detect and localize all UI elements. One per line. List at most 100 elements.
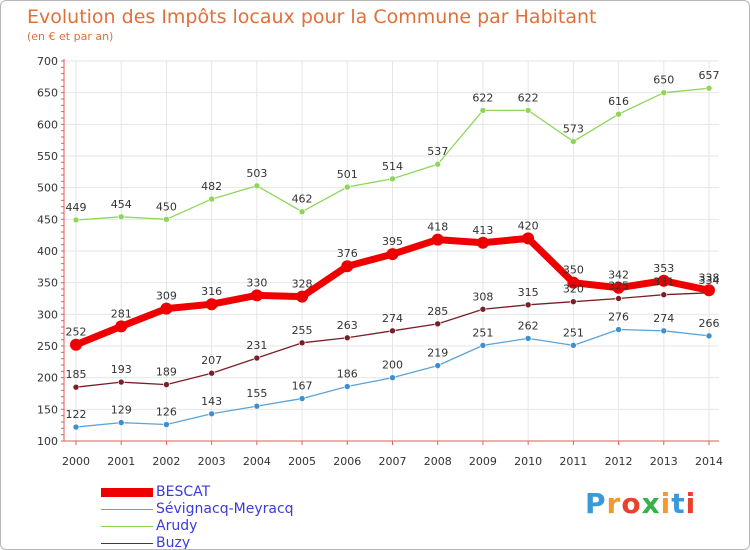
y-tick-label: 350	[37, 277, 58, 290]
series-lines	[70, 84, 715, 431]
data-point-bescat	[115, 320, 128, 333]
x-tick-label: 2005	[288, 455, 316, 468]
data-point-buzy	[343, 334, 351, 342]
x-tick-label: 2008	[424, 455, 452, 468]
data-label-s-vignacq-meyracq: 129	[111, 404, 132, 417]
data-label-arudy: 650	[653, 74, 674, 87]
x-tick-label: 2012	[605, 455, 633, 468]
x-tick-label: 2003	[198, 455, 226, 468]
x-tick-label: 2004	[243, 455, 271, 468]
data-label-arudy: 450	[156, 200, 177, 213]
data-point-buzy	[163, 381, 170, 388]
data-point-arudy	[163, 216, 170, 223]
data-label-arudy: 622	[472, 91, 493, 104]
data-point-arudy	[298, 208, 306, 216]
data-label-arudy: 501	[337, 168, 358, 181]
data-label-bescat: 420	[518, 219, 539, 232]
legend-swatch	[101, 509, 153, 510]
data-point-arudy	[72, 216, 80, 224]
grid-lines	[64, 60, 719, 442]
x-tick-label: 2000	[62, 455, 90, 468]
y-tick-label: 200	[37, 372, 58, 385]
data-label-bescat: 376	[337, 247, 358, 260]
data-point-s-vignacq-meyracq	[389, 374, 396, 381]
data-label-buzy: 189	[156, 366, 177, 379]
data-label-s-vignacq-meyracq: 266	[699, 317, 720, 330]
logo-letter: i	[660, 487, 672, 520]
data-label-buzy: 255	[292, 324, 313, 337]
data-point-s-vignacq-meyracq	[570, 342, 577, 349]
data-point-bescat	[386, 248, 399, 261]
data-point-arudy	[208, 195, 215, 203]
data-label-arudy: 462	[292, 193, 313, 206]
y-tick-label: 100	[37, 435, 58, 448]
y-tick-label: 150	[37, 403, 58, 416]
logo-letter: t	[671, 487, 686, 520]
x-tick-label: 2010	[514, 455, 542, 468]
data-label-bescat: 338	[699, 271, 720, 284]
data-point-bescat	[160, 302, 173, 315]
data-label-s-vignacq-meyracq: 186	[337, 368, 358, 381]
x-tick-label: 2013	[650, 455, 678, 468]
legend-label: Sévignacq-Meyracq	[156, 501, 294, 517]
data-label-buzy: 285	[427, 305, 448, 318]
data-point-buzy	[389, 327, 396, 335]
legend-label: Buzy	[156, 535, 191, 550]
data-point-bescat	[205, 298, 218, 311]
data-point-bescat	[657, 274, 670, 287]
x-tick-label: 2006	[333, 455, 361, 468]
data-point-buzy	[72, 383, 80, 391]
data-point-s-vignacq-meyracq	[524, 335, 532, 342]
y-tick-label: 250	[37, 340, 58, 353]
chart-subtitle: (en € et par an)	[27, 30, 114, 43]
data-point-buzy	[570, 298, 577, 305]
data-label-arudy: 657	[699, 69, 720, 82]
data-label-arudy: 514	[382, 160, 403, 173]
y-tick-label: 500	[37, 182, 58, 195]
data-point-s-vignacq-meyracq	[479, 342, 487, 349]
logo-letter: i	[685, 487, 697, 520]
data-label-buzy: 274	[382, 312, 403, 325]
data-point-arudy	[117, 213, 125, 221]
data-point-arudy	[253, 182, 261, 190]
data-point-buzy	[117, 378, 125, 386]
data-label-s-vignacq-meyracq: 219	[427, 347, 448, 360]
data-label-arudy: 573	[563, 122, 584, 135]
axes: 100 150 200 250 300 350 400 450 500 550 600 650 700 2…	[37, 55, 723, 468]
data-point-arudy	[524, 107, 532, 114]
data-label-s-vignacq-meyracq: 276	[608, 311, 629, 324]
legend-label: BESCAT	[156, 484, 211, 500]
data-label-bescat: 281	[111, 307, 132, 320]
y-tick-label: 450	[37, 213, 58, 226]
data-point-s-vignacq-meyracq	[660, 327, 668, 335]
data-label-arudy: 616	[608, 95, 629, 108]
data-point-bescat	[567, 276, 580, 289]
data-point-bescat	[70, 338, 82, 351]
data-point-s-vignacq-meyracq	[208, 410, 215, 418]
legend-swatch	[101, 526, 153, 527]
data-label-arudy: 482	[201, 180, 222, 193]
x-tick-label: 2011	[559, 455, 587, 468]
y-tick-label: 600	[37, 118, 58, 131]
logo-letter: x	[641, 487, 661, 520]
data-point-bescat	[612, 281, 625, 294]
data-point-s-vignacq-meyracq	[253, 402, 261, 410]
y-tick-label: 550	[37, 150, 58, 163]
data-point-arudy	[705, 84, 713, 92]
data-label-buzy: 325	[608, 280, 629, 293]
data-point-buzy	[208, 369, 215, 377]
data-point-bescat	[296, 290, 309, 303]
data-point-buzy	[253, 354, 261, 362]
data-label-bescat: 330	[246, 276, 267, 289]
legend-label: Arudy	[156, 518, 198, 534]
data-label-bescat: 395	[382, 235, 403, 248]
data-point-s-vignacq-meyracq	[298, 395, 306, 402]
data-label-arudy: 449	[66, 201, 87, 214]
data-label-buzy: 320	[563, 283, 584, 296]
value-labels: 449 454 450 482 503 462 501 514 537 622 622 573 616 6…	[66, 69, 720, 421]
data-label-s-vignacq-meyracq: 200	[382, 359, 403, 372]
data-point-bescat	[250, 289, 263, 302]
data-label-s-vignacq-meyracq: 251	[472, 326, 493, 339]
data-label-s-vignacq-meyracq: 262	[518, 319, 539, 332]
